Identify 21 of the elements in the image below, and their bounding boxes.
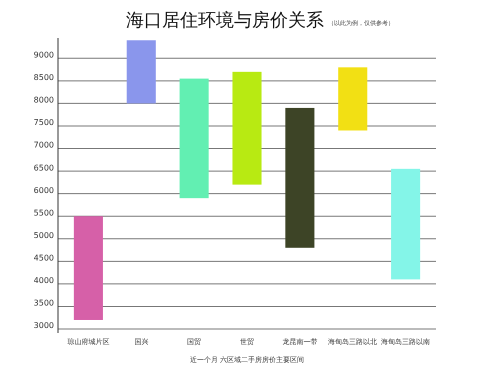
y-tick-label: 6000: [34, 186, 54, 195]
y-tick-label: 5500: [34, 208, 54, 218]
bar: [285, 108, 314, 248]
bar: [74, 216, 103, 320]
chart-title: 海口居住环境与房价关系: [126, 10, 324, 31]
y-tick-label: 7000: [34, 140, 54, 150]
bar: [232, 72, 262, 185]
y-tick-label: 5000: [34, 230, 54, 240]
y-tick-label: 7500: [34, 118, 54, 128]
bar: [180, 78, 209, 198]
y-tick-label: 6500: [34, 163, 54, 172]
bar: [126, 40, 156, 104]
y-tick-label: 4000: [34, 276, 54, 286]
bar: [391, 168, 420, 280]
y-tick-label: 9000: [34, 50, 54, 60]
y-tick-label: 3000: [34, 321, 54, 330]
y-tick-label: 8000: [34, 96, 54, 105]
y-tick-label: 3500: [34, 298, 54, 308]
bar: [338, 67, 368, 130]
y-tick-label: 4500: [34, 254, 54, 263]
y-tick-label: 8500: [34, 73, 54, 82]
